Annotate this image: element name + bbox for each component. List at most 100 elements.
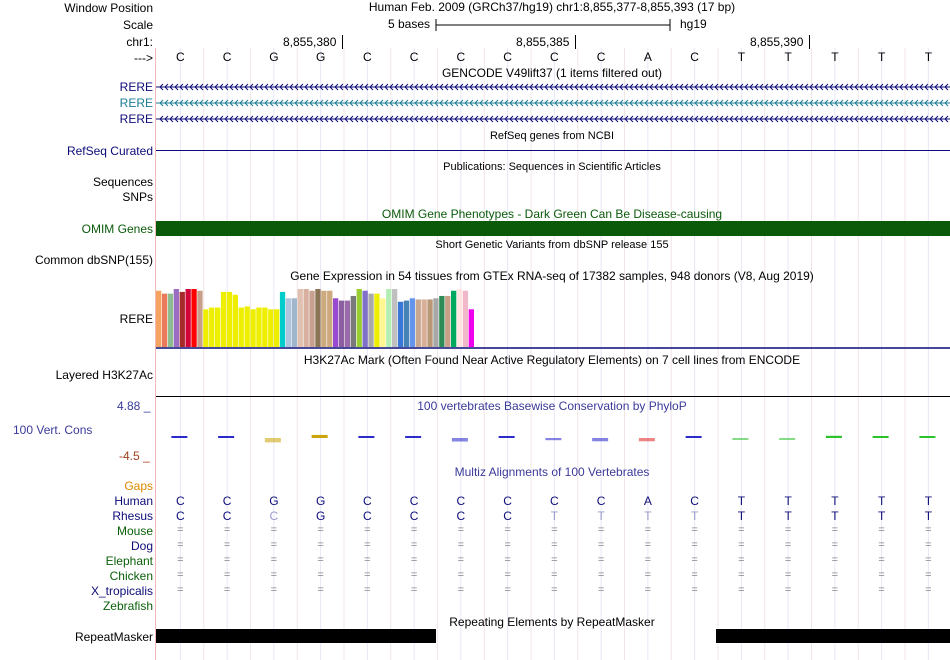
gtex-tissue-bar[interactable] [226, 291, 233, 347]
gtex-tissue-bar[interactable] [191, 289, 197, 347]
conservation-score-mark[interactable] [451, 438, 468, 442]
gtex-tissue-bar[interactable] [203, 309, 209, 347]
conservation-score-mark[interactable] [779, 438, 796, 440]
species-label[interactable]: Human [114, 494, 153, 508]
species-label[interactable]: X_tropicalis [90, 584, 153, 598]
gtex-tissue-bar[interactable] [297, 289, 303, 347]
conservation-logo[interactable] [156, 420, 950, 460]
gencode-transcripts[interactable] [156, 80, 950, 128]
gtex-tissue-bar[interactable] [256, 307, 262, 347]
gtex-tissue-bar[interactable] [338, 300, 345, 347]
gtex-tissue-bar[interactable] [303, 289, 309, 347]
gtex-track-title[interactable]: Gene Expression in 54 tissues from GTEx … [290, 269, 814, 283]
conservation-track-title[interactable]: 100 vertebrates Basewise Conservation by… [417, 399, 687, 413]
gtex-tissue-bar[interactable] [197, 290, 203, 347]
publications-label-snps[interactable]: SNPs [122, 190, 153, 204]
conservation-score-mark[interactable] [264, 438, 281, 443]
gtex-tissue-bar[interactable] [309, 290, 315, 347]
species-label[interactable]: Rhesus [112, 509, 153, 523]
species-label[interactable]: Elephant [105, 554, 153, 568]
gtex-tissue-bar[interactable] [403, 300, 410, 347]
gtex-tissue-bar[interactable] [185, 289, 191, 347]
h3k27ac-label[interactable]: Layered H3K27Ac [55, 368, 153, 382]
gtex-tissue-bar[interactable] [232, 294, 238, 347]
gtex-tissue-bar[interactable] [327, 290, 333, 347]
refseq-label[interactable]: RefSeq Curated [66, 144, 153, 158]
gtex-tissue-bar[interactable] [161, 293, 168, 347]
gencode-label-2[interactable]: RERE [119, 96, 153, 110]
gtex-tissue-bar[interactable] [244, 306, 250, 347]
conservation-score-mark[interactable] [732, 438, 749, 440]
gtex-tissue-bar[interactable] [179, 291, 185, 347]
gtex-tissue-bar[interactable] [356, 289, 362, 347]
repeatmasker-label[interactable]: RepeatMasker [74, 630, 153, 644]
gtex-tissue-bar[interactable] [409, 298, 415, 347]
dbsnp-label[interactable]: Common dbSNP(155) [34, 253, 153, 267]
gtex-tissue-bar[interactable] [397, 301, 404, 347]
conservation-score-mark[interactable] [825, 435, 842, 438]
repeatmasker-track-title[interactable]: Repeating Elements by RepeatMasker [449, 615, 655, 629]
gtex-tissue-bar[interactable] [209, 307, 215, 347]
gtex-tissue-bar[interactable] [215, 307, 221, 347]
gtex-tissue-bar[interactable] [445, 295, 451, 347]
multiz-alignment-rows[interactable]: C C G G C C C C C C A C T T T T T C C C G C C C C T T T T T T T T T = = = = = =… [0, 494, 950, 614]
multiz-track-title[interactable]: Multiz Alignments of 100 Vertebrates [454, 465, 650, 479]
conservation-score-mark[interactable] [218, 436, 235, 438]
gtex-tissue-bar[interactable] [268, 309, 274, 347]
gtex-tissue-bar[interactable] [167, 293, 174, 347]
gtex-tissue-bar[interactable] [421, 299, 427, 347]
repeatmasker-element-1[interactable] [156, 629, 436, 643]
gtex-tissue-bar[interactable] [291, 298, 297, 347]
gtex-tissue-bar[interactable] [321, 290, 327, 347]
gtex-tissue-bar[interactable] [433, 298, 439, 347]
gtex-tissue-bar[interactable] [380, 298, 386, 347]
repeatmasker-element-2[interactable] [716, 629, 950, 643]
gtex-gene-label[interactable]: RERE [119, 312, 153, 326]
publications-track-title[interactable]: Publications: Sequences in Scientific Ar… [443, 161, 661, 173]
multiz-gaps-label[interactable]: Gaps [124, 479, 153, 493]
gtex-tissue-bar[interactable] [274, 309, 280, 347]
refseq-track-title[interactable]: RefSeq genes from NCBI [489, 130, 615, 142]
conservation-score-mark[interactable] [171, 436, 188, 438]
gtex-tissue-bar[interactable] [386, 289, 392, 347]
gtex-tissue-bar[interactable] [350, 295, 356, 347]
omim-track-title[interactable]: OMIM Gene Phenotypes - Dark Green Can Be… [381, 207, 723, 221]
gencode-label-1[interactable]: RERE [119, 80, 153, 94]
gtex-tissue-bar[interactable] [262, 307, 268, 347]
gtex-tissue-bar[interactable] [427, 299, 433, 347]
gtex-tissue-bar[interactable] [468, 309, 474, 347]
refseq-transcript-line[interactable] [156, 150, 950, 151]
gtex-tissue-bar[interactable] [156, 290, 162, 347]
gtex-tissue-bar[interactable] [250, 309, 256, 347]
conservation-score-mark[interactable] [311, 434, 328, 438]
gtex-tissue-bar[interactable] [279, 291, 286, 347]
conservation-score-mark[interactable] [405, 436, 422, 438]
gtex-tissue-bar[interactable] [362, 290, 368, 347]
publications-label-sequences[interactable]: Sequences [92, 175, 153, 189]
gtex-tissue-bar[interactable] [374, 293, 380, 347]
gtex-tissue-bar[interactable] [368, 293, 374, 347]
conservation-score-mark[interactable] [919, 436, 936, 438]
h3k27ac-track-title[interactable]: H3K27Ac Mark (Often Found Near Active Re… [303, 353, 801, 367]
species-label[interactable]: Mouse [116, 524, 153, 538]
gtex-tissue-bar[interactable] [456, 289, 463, 347]
dbsnp-track-title[interactable]: Short Genetic Variants from dbSNP releas… [435, 239, 669, 251]
gtex-tissue-bar[interactable] [238, 307, 244, 347]
conservation-score-mark[interactable] [545, 438, 562, 441]
gtex-tissue-bar[interactable] [315, 289, 321, 347]
species-label[interactable]: Chicken [109, 569, 153, 583]
gtex-tissue-bar[interactable] [333, 298, 339, 347]
conservation-score-mark[interactable] [638, 438, 655, 442]
omim-label[interactable]: OMIM Genes [81, 222, 153, 236]
gtex-tissue-bar[interactable] [451, 290, 457, 347]
gtex-tissue-bar[interactable] [220, 291, 227, 347]
omim-gene-bar[interactable] [156, 221, 950, 236]
gencode-label-3[interactable]: RERE [119, 112, 153, 126]
gtex-tissue-bar[interactable] [392, 289, 398, 347]
gtex-tissue-bar[interactable] [344, 300, 351, 347]
gtex-tissue-bar[interactable] [285, 298, 292, 347]
conservation-score-mark[interactable] [872, 436, 889, 438]
gtex-expression-chart[interactable] [156, 284, 950, 350]
conservation-score-mark[interactable] [592, 438, 609, 442]
gtex-tissue-bar[interactable] [415, 299, 421, 347]
